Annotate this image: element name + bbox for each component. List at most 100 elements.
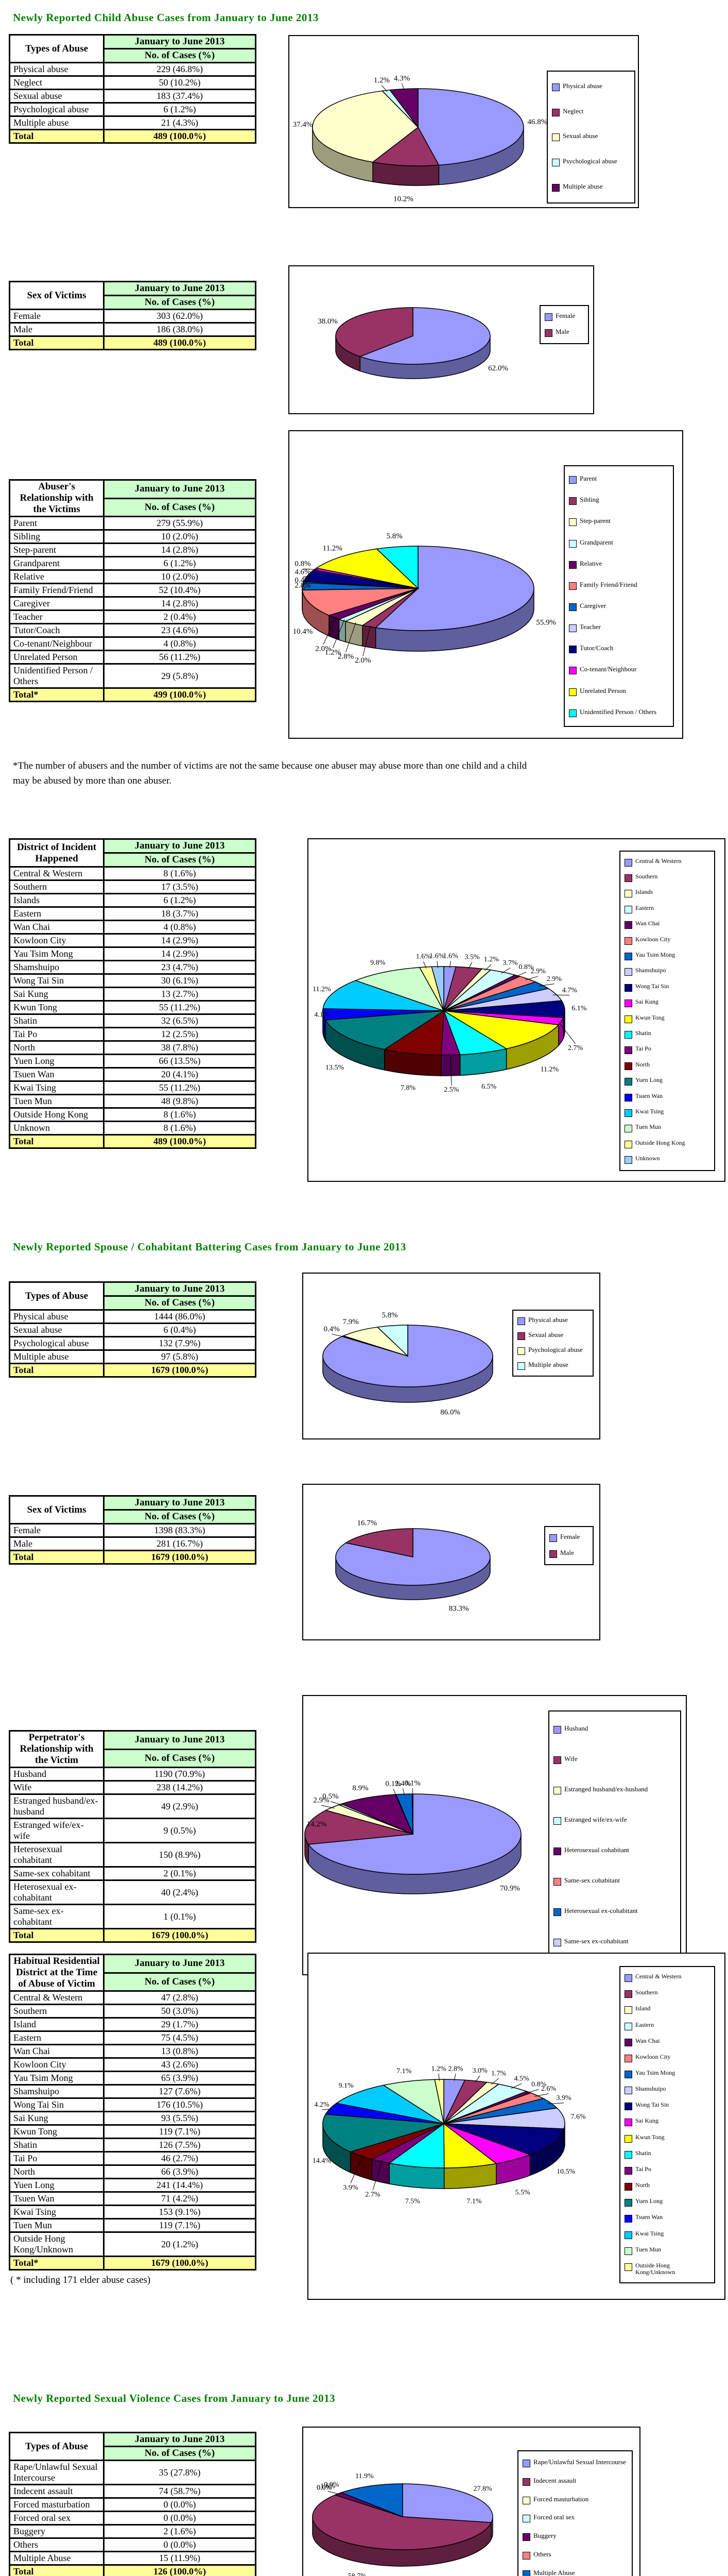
row-value: 132 (7.9%) <box>103 1336 256 1351</box>
row-label: Shatin <box>9 1013 105 1028</box>
row-label: North <box>9 2164 105 2179</box>
row-label: Kwun Tong <box>9 2124 105 2139</box>
row-value: 0 (0.0%) <box>103 2537 256 2552</box>
legend-swatch-icon <box>625 2071 632 2079</box>
legend-label: Tsuen Wan <box>635 2213 663 2221</box>
legend-item: Parent <box>569 475 669 484</box>
table-row: Wan Chai 13 (0.8%) <box>9 2044 256 2059</box>
row-label: Parent <box>9 516 105 531</box>
child-types-of-abuse-pie-canvas: 46.8% 10.2% 37.4% 1.2% 4.3% <box>293 74 548 203</box>
row-label: Step-parent <box>9 543 105 557</box>
total-row: Total 1679 (100.0%) <box>9 1363 256 1378</box>
table-row: Tuen Mun 48 (9.8%) <box>9 1094 256 1109</box>
table-spouse-residential-district: Habitual Residential District at the Tim… <box>9 1954 256 2270</box>
data-table-child-abuser-relationship: Abuser's Relationship with the Victims Ja… <box>9 479 256 702</box>
legend-item: Indecent assault <box>523 2477 628 2486</box>
row-label: Grandparent <box>9 556 105 571</box>
table-row: Shamshuipo 127 (7.6%) <box>9 2084 256 2099</box>
row-value: 6 (1.2%) <box>103 893 256 908</box>
legend-swatch-icon <box>625 999 632 1008</box>
legend-label: Family Friend/Friend <box>580 580 637 588</box>
table-row: Tutor/Coach 23 (4.6%) <box>9 623 256 638</box>
table-row-header: Habitual Residential District at the Tim… <box>9 1954 105 1992</box>
label-leader-line <box>302 575 311 578</box>
legend-item: Tai Po <box>625 2165 710 2175</box>
row-value: 66 (3.9%) <box>103 2164 256 2179</box>
pie-percent-label: 11.9% <box>355 2472 374 2480</box>
table-row: Co-tenant/Neighbour 4 (0.8%) <box>9 636 256 651</box>
row-label: Caregiver <box>9 596 105 611</box>
pie-percent-label: 1.2% <box>325 649 341 657</box>
pie-percent-label: 11.2% <box>323 545 342 553</box>
column-header-cases: No. of Cases (%) <box>103 48 256 63</box>
pie-percent-label: 2.4% <box>395 1780 411 1788</box>
row-value: 14 (2.9%) <box>103 946 256 961</box>
table-row: Indecent assault 74 (58.7%) <box>9 2484 256 2499</box>
row-label: Co-tenant/Neighbour <box>9 636 105 651</box>
row-label: Family Friend/Friend <box>9 583 105 598</box>
data-table-spouse-perpetrator-relationship: Perpetrator's Relationship with the Vict… <box>9 1730 256 1943</box>
legend-swatch-icon <box>625 2054 632 2062</box>
pie-percent-label: 70.9% <box>500 1884 520 1892</box>
table-row: Tsuen Wan 71 (4.2%) <box>9 2191 256 2206</box>
legend-swatch-icon <box>523 2551 530 2560</box>
pie-percent-label: 2.8% <box>338 652 354 660</box>
spouse-perpetrator-relationship-pie-canvas: 70.9% 14.2% 2.9%0.5% 8.9% 0.1%2.4%0.1% <box>304 1779 522 1894</box>
pie-percent-label: 62.0% <box>488 364 508 372</box>
table-row-header: Sex of Victims <box>9 1495 105 1524</box>
legend-swatch-icon <box>625 1078 632 1086</box>
legend-item: Yau Tsim Mong <box>625 951 710 961</box>
pie-percent-label: 55.9% <box>536 618 556 626</box>
table-row: Kowloon City 14 (2.9%) <box>9 933 256 948</box>
row-label: Male <box>9 322 105 337</box>
legend-label: Tuen Mun <box>635 1123 661 1131</box>
label-leader-line <box>539 984 554 987</box>
table-row: Unrelated Person 56 (11.2%) <box>9 650 256 665</box>
row-label: Multiple abuse <box>9 115 105 130</box>
legend-label: Indecent assault <box>533 2477 577 2485</box>
legend-label: Parent <box>580 474 597 483</box>
row-label: Wong Tai Sin <box>9 973 105 988</box>
row-label: Tuen Mun <box>9 2218 105 2233</box>
table-row: Kwun Tong 55 (11.2%) <box>9 1000 256 1015</box>
legend-swatch-icon <box>569 624 577 633</box>
pie-slice-family-friend-friend <box>302 588 419 616</box>
row-label: Neglect <box>9 75 105 90</box>
table-row: Others 0 (0.0%) <box>9 2537 256 2552</box>
row-label: Yuen Long <box>9 2178 105 2193</box>
table-row: Psychological abuse 6 (1.2%) <box>9 102 256 117</box>
label-leader-line <box>558 1021 576 1044</box>
heading-child-abuse: Newly Reported Child Abuse Cases from Ja… <box>13 11 319 24</box>
row-value: 52 (10.4%) <box>103 583 256 598</box>
row-label: Kwai Tsing <box>9 2205 105 2219</box>
row-value: 176 (10.5%) <box>103 2097 256 2112</box>
row-label: Tutor/Coach <box>9 623 105 638</box>
chart-spouse-sex-of-victims: 83.3% 16.7% Female Male <box>302 1484 600 1640</box>
row-value: 49 (2.9%) <box>103 1793 256 1819</box>
note-elder-abuse: ( * including 171 elder abuse cases) <box>10 2275 151 2285</box>
row-value: 119 (7.1%) <box>103 2218 256 2233</box>
legend-swatch-icon <box>553 1726 561 1734</box>
legend-label: Tuen Mun <box>635 2245 661 2253</box>
column-header-period: January to June 2013 <box>103 1730 256 1750</box>
row-label: Indecent assault <box>9 2484 105 2499</box>
pie-slice-kwun-tong <box>443 2123 497 2168</box>
table-row: North 66 (3.9%) <box>9 2164 256 2179</box>
legend-label: Yau Tsim Mong <box>635 2069 675 2077</box>
legend-label: Wan Chai <box>635 2037 660 2044</box>
row-label: Islands <box>9 893 105 908</box>
table-row-header: Types of Abuse <box>9 34 105 63</box>
row-value: 23 (4.7%) <box>103 960 256 975</box>
pie-percent-label: 3.9% <box>343 2184 358 2192</box>
row-label: Heterosexual cohabitant <box>9 1842 105 1868</box>
pie-percent-label: 4.3% <box>394 74 410 82</box>
pie-percent-label: 86.0% <box>440 1409 460 1417</box>
child-sex-of-victims-pie-canvas: 62.0% 38.0% <box>318 307 508 379</box>
label-leader-line <box>526 2089 539 2094</box>
table-row-header: Types of Abuse <box>9 2432 105 2461</box>
legend-label: Outside Hong Kong <box>635 1139 685 1146</box>
legend-swatch-icon <box>553 1848 561 1855</box>
pie-percent-label: 13.5% <box>325 1064 344 1072</box>
table-row: Shatin 126 (7.5%) <box>9 2138 256 2153</box>
pie-percent-label: 7.6% <box>570 2113 586 2121</box>
